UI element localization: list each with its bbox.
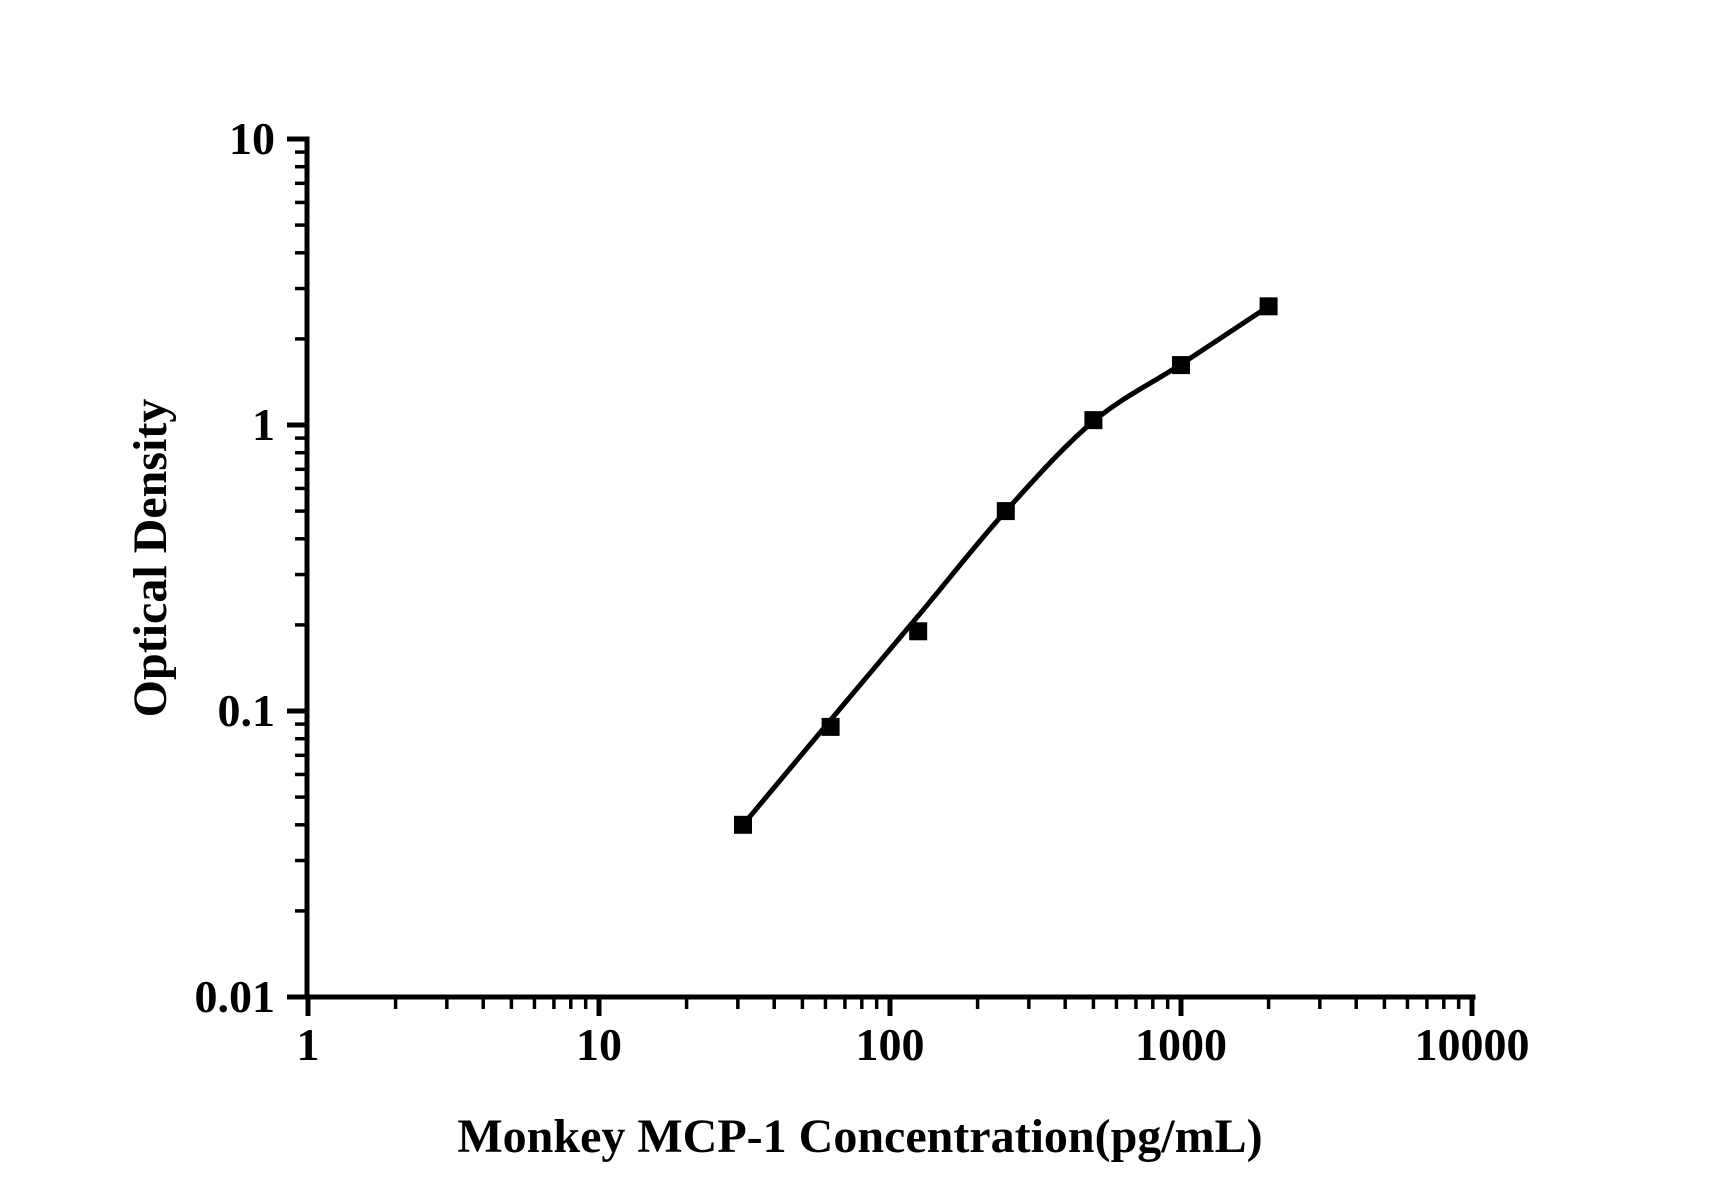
data-point-marker [1259, 297, 1278, 316]
data-point-marker [734, 815, 753, 834]
y-tick-label: 1 [252, 399, 275, 450]
y-tick-labels: 0.01 0.1 1 10 [195, 113, 276, 1022]
data-point-marker [1084, 411, 1103, 430]
data-point-marker [1172, 356, 1190, 375]
x-tick-label: 10 [576, 1019, 622, 1070]
x-tick-label: 1 [297, 1019, 320, 1070]
x-tick-label: 100 [856, 1019, 925, 1070]
x-ticks [305, 997, 1475, 1016]
data-points [734, 297, 1278, 834]
x-axis-title: Monkey MCP-1 Concentration(pg/mL) [457, 1110, 1262, 1163]
y-axis: 0.01 0.1 1 10 [195, 113, 310, 1022]
x-tick-labels: 1 10 100 1000 10000 [297, 1019, 1530, 1070]
data-point-marker [996, 502, 1015, 521]
y-axis-title: Optical Density [124, 399, 177, 718]
y-tick-label: 0.1 [218, 685, 276, 736]
y-tick-label: 10 [229, 113, 275, 164]
y-tick-label: 0.01 [195, 971, 276, 1022]
fit-curve-line [740, 303, 1272, 828]
y-ticks [287, 136, 307, 1000]
x-tick-label: 1000 [1135, 1019, 1227, 1070]
x-axis: 1 10 100 1000 10000 [297, 994, 1530, 1070]
x-tick-label: 10000 [1415, 1019, 1530, 1070]
data-point-marker [909, 622, 928, 641]
data-point-marker [821, 717, 840, 736]
